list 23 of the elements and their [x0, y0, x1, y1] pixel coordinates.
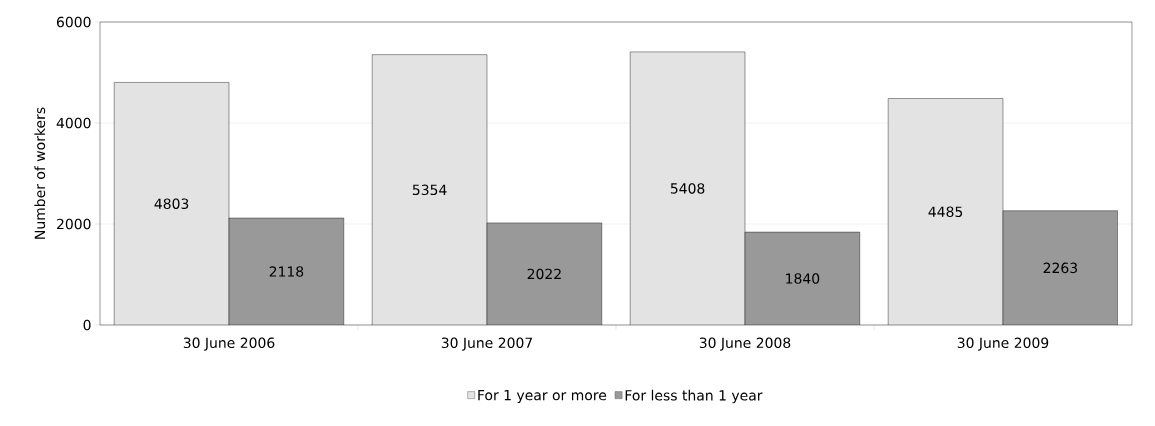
bar — [744, 232, 860, 325]
y-tick-label: 0 — [83, 319, 91, 331]
data-label: 2263 — [1043, 262, 1078, 274]
bar — [486, 222, 602, 325]
data-label: 4803 — [154, 198, 189, 210]
data-label: 2022 — [527, 268, 561, 280]
bar — [1002, 210, 1118, 325]
y-tick-label: 6000 — [56, 16, 91, 28]
data-label: 5408 — [670, 183, 705, 194]
data-label: 5354 — [412, 184, 447, 196]
y-tick-label: 4000 — [56, 117, 91, 129]
bar — [229, 218, 344, 325]
y-axis-title: Number of workers — [34, 107, 46, 239]
x-tick-label: 30 June 2008 — [699, 337, 791, 351]
data-label: 1840 — [786, 273, 820, 284]
data-label: 4485 — [928, 206, 963, 218]
x-tick-label: 30 June 2009 — [957, 337, 1049, 351]
legend-label: For 1 year or more — [478, 389, 607, 404]
legend-label: For less than 1 year — [625, 389, 763, 404]
x-tick-label: 30 June 2007 — [441, 337, 533, 351]
y-tick-label: 2000 — [57, 218, 91, 230]
x-tick-label: 30 June 2006 — [183, 337, 275, 351]
data-label: 2118 — [269, 266, 304, 277]
